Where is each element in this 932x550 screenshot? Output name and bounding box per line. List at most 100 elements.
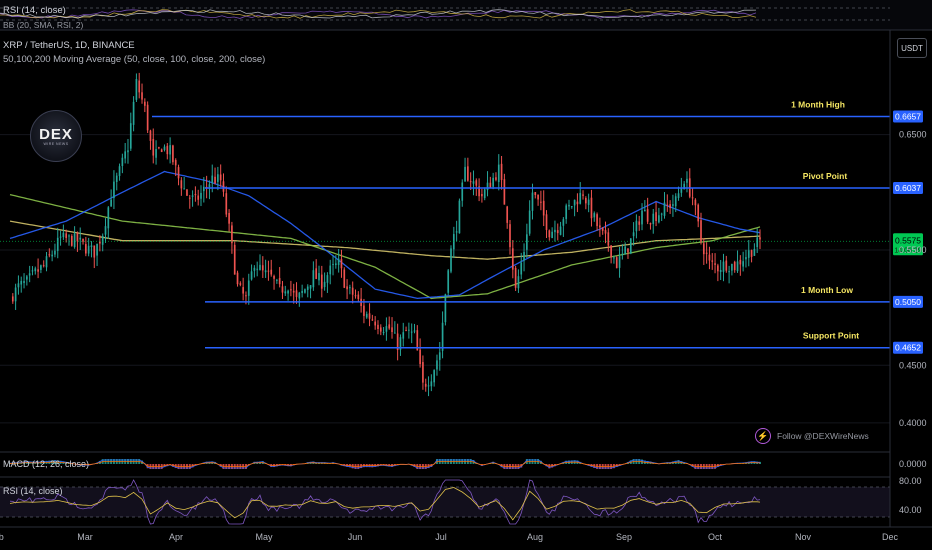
price-axis[interactable]: 0.6500 0.5500 0.4500 0.4000 [899,130,927,428]
candle-body [54,250,56,255]
month-label: May [255,532,273,542]
candle-body [531,192,534,211]
candle-body [604,230,607,234]
candle-body [118,166,121,177]
candle-body [31,270,34,272]
level-price-label: 0.6657 [895,112,921,122]
candle-body [573,199,576,206]
currency-button[interactable]: USDT [897,38,927,58]
candle-body [200,192,202,199]
candle-body [113,181,115,199]
candle-body [312,270,315,288]
candle-body [405,330,407,332]
candle-body [152,138,155,156]
candle-body [332,263,334,265]
candle-body [570,206,573,208]
candle-body [138,80,141,93]
candle-body [259,264,261,270]
candle-body [666,204,669,206]
candle-body [14,287,17,302]
candle-body [70,235,73,246]
ma200-line [9,220,761,260]
candle-body [28,273,31,276]
candle-body [615,257,618,269]
rsi-band [0,487,890,517]
candle-body [135,78,138,100]
candle-body [624,246,627,255]
candle-body [590,197,593,219]
candle-body [534,192,537,196]
candle-body [469,181,472,183]
candle-body [42,265,45,267]
candle-body [472,181,475,184]
candle-body [660,213,663,215]
follow-text: Follow @DEXWireNews [777,431,869,441]
level-price-label: 0.6037 [895,183,921,193]
candle-body [613,257,615,259]
candle-body [315,268,318,279]
candle-body [357,294,360,300]
candle-body [295,290,298,297]
candle-body [424,383,427,387]
candle-body [217,174,219,182]
candle-body [79,237,82,240]
time-axis[interactable]: Feb Mar Apr May Jun Jul Aug Sep Oct Nov Dec [0,532,898,542]
candle-body [422,362,424,383]
candle-body [166,145,169,155]
month-label: Jun [348,532,363,542]
candle-body [658,215,660,223]
level-price-label: 0.4652 [895,343,921,353]
candle-body [329,265,332,275]
macd-line [9,459,761,469]
candle-body [96,243,98,256]
candle-body [728,271,730,273]
candle-body [669,204,671,208]
ma50-line [9,170,761,300]
candle-body [753,248,756,256]
candle-body [363,305,365,316]
macd-pane [9,459,761,469]
candle-body [382,332,385,334]
candle-body [107,207,110,229]
rsi-line [9,479,761,525]
candle-body [253,267,256,271]
candle-body [540,201,542,203]
candle-body [402,332,405,339]
month-label: Jul [435,532,447,542]
candle-body [85,244,87,254]
candle-body [719,270,722,272]
candle-body [306,286,309,290]
current-price-label: 0.5575 [895,235,921,245]
lightning-icon: ⚡ [755,428,771,444]
candle-body [523,251,525,261]
candle-body [11,296,14,302]
candle-body [655,212,657,221]
candle-body [158,147,160,149]
candle-body [725,260,728,271]
candle-body [191,195,194,197]
level-price-tag [893,110,923,123]
candle-body [596,214,598,227]
candle-body [455,231,458,233]
candle-body [385,326,388,332]
candle-body [568,204,570,207]
candle-body [430,381,433,387]
level-annotation: 1 Month Low [801,285,853,295]
candle-body [82,238,84,242]
top-rsi-pane [0,0,932,30]
candle-body [146,104,149,131]
moving-average-legend[interactable]: 50,100,200 Moving Average (50, close, 10… [3,54,266,65]
rsi-label: RSI (14, close) [3,486,63,496]
candle-body [756,237,759,248]
moving-averages [9,170,761,300]
candle-body [520,262,523,275]
symbol-title[interactable]: XRP / TetherUS, 1D, BINANCE [3,40,135,51]
candle-body [236,272,239,285]
candle-body [23,281,25,283]
macd-axis-tick: 0.0000 [899,459,927,469]
candle-body [677,193,680,199]
candle-body [413,330,416,332]
candle-body [132,101,135,125]
price-tick: 0.4000 [899,418,927,428]
